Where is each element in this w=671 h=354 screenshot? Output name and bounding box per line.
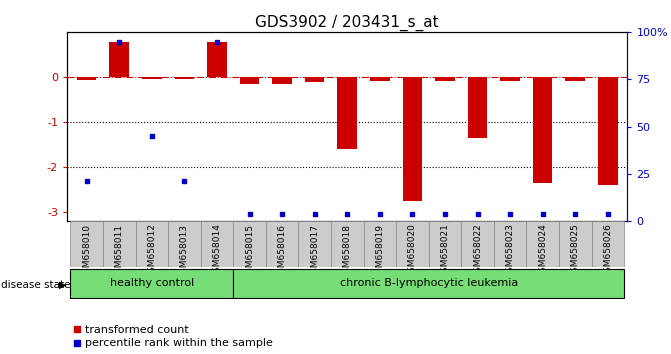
Bar: [109, 42, 129, 77]
Title: GDS3902 / 203431_s_at: GDS3902 / 203431_s_at: [256, 14, 439, 30]
Bar: [70, 221, 103, 267]
Bar: [527, 221, 559, 267]
Bar: [299, 221, 331, 267]
Text: GSM658017: GSM658017: [310, 224, 319, 279]
Legend: transformed count, percentile rank within the sample: transformed count, percentile rank withi…: [72, 325, 272, 348]
Bar: [305, 77, 325, 82]
Text: GSM658013: GSM658013: [180, 224, 189, 279]
Text: ▶: ▶: [59, 280, 66, 290]
Bar: [234, 269, 624, 297]
Text: GSM658022: GSM658022: [473, 224, 482, 278]
Text: GSM658019: GSM658019: [375, 224, 384, 279]
Bar: [201, 221, 234, 267]
Text: GSM658010: GSM658010: [82, 224, 91, 279]
Bar: [168, 221, 201, 267]
Text: healthy control: healthy control: [109, 278, 194, 288]
Bar: [592, 221, 624, 267]
Bar: [331, 221, 364, 267]
Text: GSM658024: GSM658024: [538, 224, 547, 278]
Bar: [435, 77, 455, 81]
Bar: [559, 221, 592, 267]
Bar: [364, 221, 396, 267]
Text: GSM658021: GSM658021: [440, 224, 450, 279]
Text: GSM658025: GSM658025: [571, 224, 580, 279]
Text: GSM658018: GSM658018: [343, 224, 352, 279]
Text: GSM658015: GSM658015: [245, 224, 254, 279]
Bar: [501, 77, 520, 81]
Bar: [103, 221, 136, 267]
Bar: [598, 77, 617, 185]
Bar: [494, 221, 527, 267]
Text: chronic B-lymphocytic leukemia: chronic B-lymphocytic leukemia: [340, 278, 518, 288]
Text: GSM658023: GSM658023: [506, 224, 515, 279]
Bar: [70, 269, 234, 297]
Text: GSM658011: GSM658011: [115, 224, 123, 279]
Bar: [234, 221, 266, 267]
Bar: [370, 77, 390, 81]
Bar: [207, 42, 227, 77]
Text: GSM658016: GSM658016: [278, 224, 287, 279]
Bar: [240, 77, 259, 84]
Bar: [468, 77, 487, 138]
Bar: [272, 77, 292, 84]
Bar: [174, 77, 194, 79]
Text: GSM658014: GSM658014: [213, 224, 221, 279]
Bar: [533, 77, 552, 183]
Text: disease state: disease state: [1, 280, 71, 290]
Bar: [461, 221, 494, 267]
Bar: [136, 221, 168, 267]
Bar: [429, 221, 461, 267]
Bar: [77, 77, 97, 80]
Bar: [566, 77, 585, 81]
Text: GSM658026: GSM658026: [603, 224, 613, 279]
Bar: [338, 77, 357, 149]
Bar: [396, 221, 429, 267]
Bar: [403, 77, 422, 201]
Text: GSM658012: GSM658012: [148, 224, 156, 279]
Bar: [266, 221, 299, 267]
Bar: [142, 77, 162, 79]
Text: GSM658020: GSM658020: [408, 224, 417, 279]
